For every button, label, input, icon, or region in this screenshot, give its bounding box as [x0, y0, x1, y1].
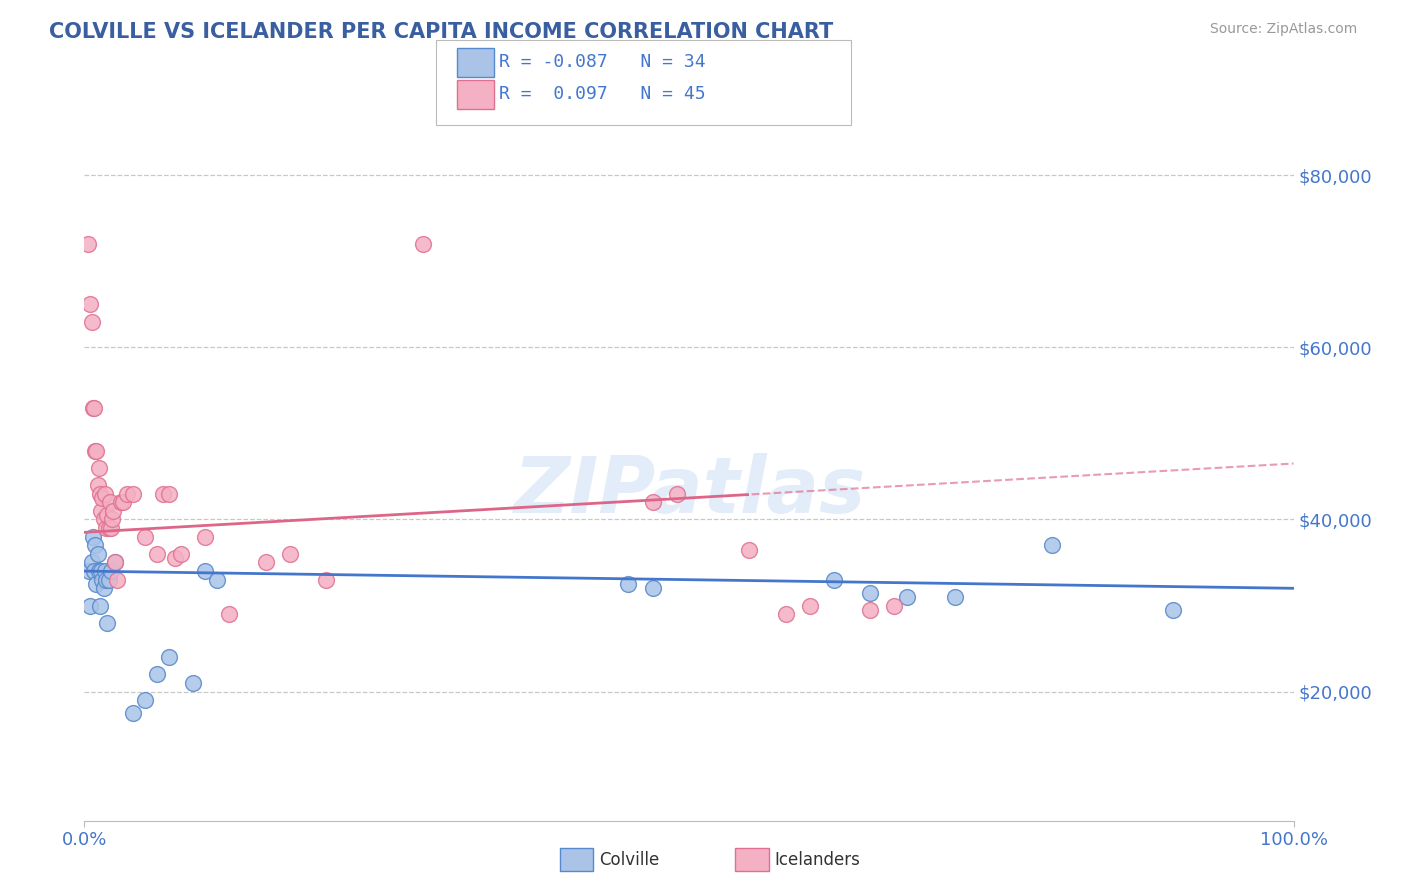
Point — [86, 443, 108, 458]
Point — [80, 314, 103, 328]
Point — [121, 486, 143, 500]
Point — [170, 547, 193, 561]
Point — [157, 650, 180, 665]
Point — [97, 521, 120, 535]
Point — [100, 564, 122, 578]
Point — [121, 706, 143, 720]
Point — [84, 538, 107, 552]
Point — [278, 547, 301, 561]
Point — [146, 667, 169, 681]
Point — [91, 491, 114, 505]
Text: Colville: Colville — [599, 851, 659, 869]
Point — [157, 486, 180, 500]
Point — [93, 512, 115, 526]
Point — [86, 478, 108, 492]
Point — [97, 573, 120, 587]
Point — [77, 564, 100, 578]
Point — [194, 564, 217, 578]
Text: Source: ZipAtlas.com: Source: ZipAtlas.com — [1209, 22, 1357, 37]
Text: COLVILLE VS ICELANDER PER CAPITA INCOME CORRELATION CHART: COLVILLE VS ICELANDER PER CAPITA INCOME … — [49, 22, 834, 42]
Point — [86, 547, 108, 561]
Point — [104, 556, 127, 570]
Point — [775, 607, 797, 621]
Point — [90, 504, 112, 518]
Point — [896, 590, 918, 604]
Point — [617, 577, 640, 591]
Point — [641, 495, 664, 509]
Point — [94, 564, 117, 578]
Point — [82, 530, 104, 544]
Point — [165, 551, 187, 566]
Point — [146, 547, 169, 561]
Point — [84, 443, 107, 458]
Point — [823, 573, 845, 587]
Point — [77, 237, 100, 252]
Point — [134, 693, 156, 707]
Point — [1161, 603, 1184, 617]
Point — [93, 582, 115, 596]
Point — [87, 460, 110, 475]
Point — [1040, 538, 1063, 552]
Point — [103, 504, 125, 518]
Point — [115, 486, 138, 500]
Point — [104, 556, 127, 570]
Point — [641, 582, 664, 596]
Point — [218, 607, 240, 621]
Point — [883, 599, 905, 613]
Point — [194, 530, 217, 544]
Text: ZIPatlas: ZIPatlas — [513, 453, 865, 530]
Point — [110, 495, 132, 509]
Point — [207, 573, 229, 587]
Point — [83, 401, 105, 415]
Point — [412, 237, 434, 252]
Point — [98, 495, 121, 509]
Point — [79, 599, 101, 613]
Point — [738, 542, 761, 557]
Text: Icelanders: Icelanders — [775, 851, 860, 869]
Point — [96, 615, 118, 630]
Point — [101, 512, 124, 526]
Point — [665, 486, 688, 500]
Point — [94, 521, 117, 535]
Point — [83, 564, 105, 578]
Point — [134, 530, 156, 544]
Point — [90, 564, 112, 578]
Point — [152, 486, 174, 500]
Point — [89, 486, 111, 500]
Text: R =  0.097   N = 45: R = 0.097 N = 45 — [499, 86, 706, 103]
Point — [94, 486, 117, 500]
Point — [91, 573, 114, 587]
Point — [96, 508, 118, 523]
Point — [799, 599, 821, 613]
Point — [80, 556, 103, 570]
Point — [105, 573, 128, 587]
Point — [86, 577, 108, 591]
Point — [859, 603, 882, 617]
Point — [181, 676, 204, 690]
Point — [87, 564, 110, 578]
Point — [112, 495, 135, 509]
Point — [94, 573, 117, 587]
Point — [100, 521, 122, 535]
Point — [89, 599, 111, 613]
Point — [82, 401, 104, 415]
Point — [79, 297, 101, 311]
Point — [315, 573, 337, 587]
Text: R = -0.087   N = 34: R = -0.087 N = 34 — [499, 54, 706, 71]
Point — [859, 585, 882, 599]
Point — [254, 556, 277, 570]
Point — [943, 590, 966, 604]
